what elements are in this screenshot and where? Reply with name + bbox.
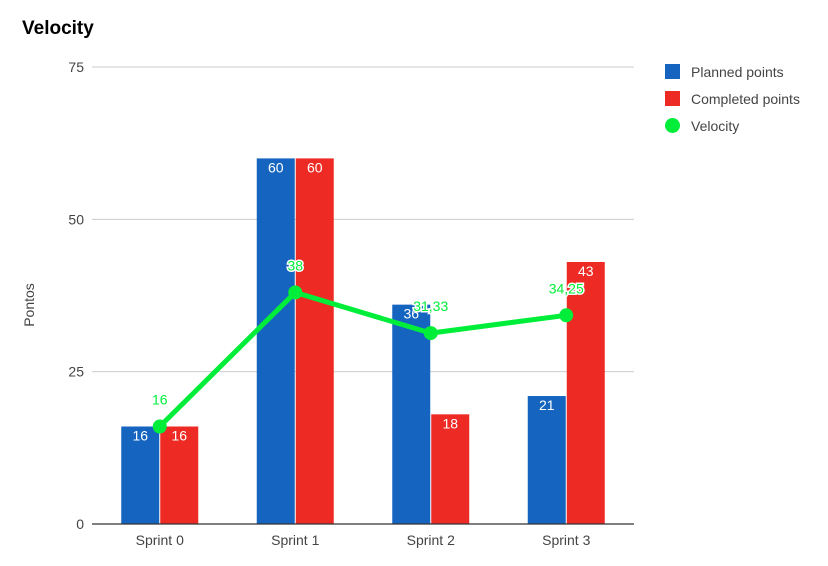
- legend-item-completed[interactable]: Completed points: [665, 85, 800, 112]
- bar-completed[interactable]: [566, 261, 605, 524]
- bar-data-label: 16: [132, 428, 148, 444]
- velocity-point[interactable]: [559, 308, 574, 323]
- bar-planned[interactable]: [392, 304, 431, 524]
- velocity-data-label: 16: [152, 392, 168, 408]
- x-tick-label: Sprint 0: [136, 532, 184, 548]
- velocity-point[interactable]: [152, 419, 167, 434]
- chart-title: Velocity: [22, 18, 94, 39]
- x-tick-label: Sprint 3: [542, 532, 590, 548]
- legend-marker-velocity: [665, 118, 680, 133]
- bar-data-label: 60: [307, 159, 323, 175]
- legend-label-velocity: Velocity: [691, 117, 740, 134]
- velocity-data-label: 34,25: [549, 280, 584, 296]
- legend-item-planned[interactable]: Planned points: [665, 58, 800, 85]
- bar-completed[interactable]: [295, 158, 334, 524]
- bar-data-label: 16: [171, 428, 187, 444]
- velocity-point[interactable]: [423, 326, 438, 341]
- gridlines: [92, 66, 634, 373]
- bar-data-label: 21: [539, 397, 555, 413]
- x-tick-label: Sprint 2: [407, 532, 455, 548]
- bar-planned[interactable]: [121, 426, 160, 524]
- bar-completed[interactable]: [431, 414, 470, 524]
- y-axis-label: Pontos: [21, 283, 37, 327]
- bar-data-label: 18: [442, 415, 458, 431]
- velocity-line: [157, 289, 569, 430]
- y-axis-ticks: 0 25 50 75: [68, 59, 84, 532]
- legend-item-velocity[interactable]: Velocity: [665, 112, 800, 139]
- velocity-data-label: 38: [287, 257, 303, 273]
- bars: 16 16 60 60 36 18 21 43: [121, 158, 605, 524]
- legend-swatch-planned: [665, 64, 680, 79]
- x-axis-ticks: Sprint 0 Sprint 1 Sprint 2 Sprint 3: [136, 532, 591, 548]
- legend-label-completed: Completed points: [691, 90, 800, 107]
- legend: Planned points Completed points Velocity: [665, 58, 800, 139]
- bar-data-label: 60: [268, 159, 284, 175]
- velocity-data-label: 31,33: [413, 298, 448, 314]
- velocity-line-series: 16 38 31,33 34,25: [150, 256, 585, 434]
- y-tick-label: 25: [68, 364, 84, 380]
- legend-label-planned: Planned points: [691, 63, 784, 80]
- x-tick-label: Sprint 1: [271, 532, 319, 548]
- legend-swatch-completed: [665, 91, 680, 106]
- y-tick-label: 0: [76, 516, 84, 532]
- bar-planned[interactable]: [256, 158, 295, 524]
- y-tick-label: 50: [68, 211, 84, 227]
- bar-data-label: 36: [403, 306, 419, 322]
- velocity-point[interactable]: [288, 285, 303, 300]
- y-tick-label: 75: [68, 59, 84, 75]
- bar-planned[interactable]: [527, 396, 566, 524]
- bar-data-label: 43: [578, 263, 594, 279]
- bar-completed[interactable]: [160, 426, 199, 524]
